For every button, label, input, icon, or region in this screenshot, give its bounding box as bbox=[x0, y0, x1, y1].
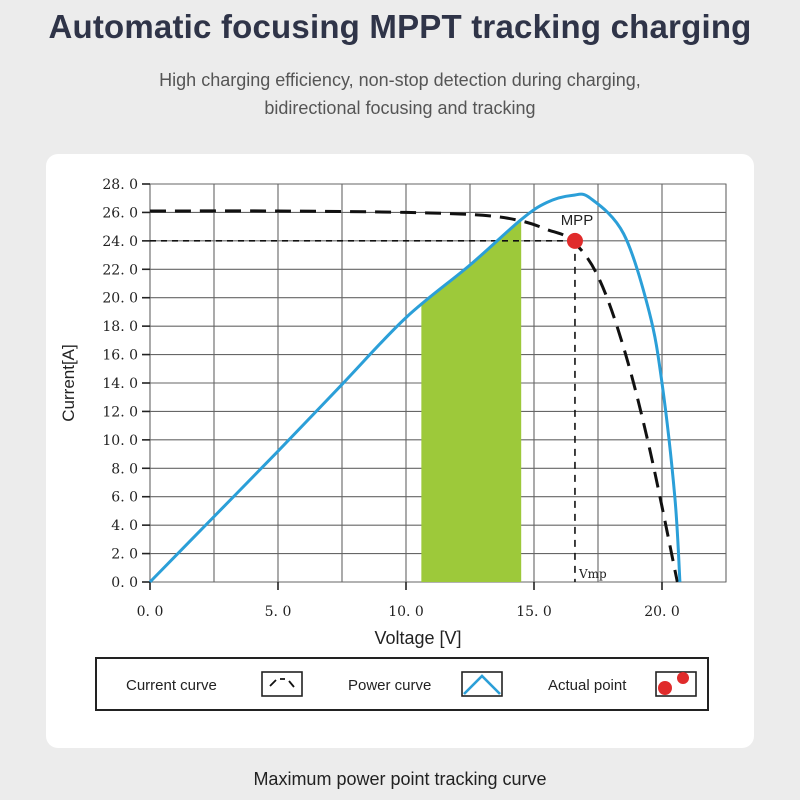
legend-box bbox=[95, 657, 709, 711]
y-tick-label: 4. 0 bbox=[111, 518, 138, 534]
red-dot-icon-dot-b bbox=[677, 672, 689, 684]
current-curve-line bbox=[149, 209, 679, 583]
y-tick-label: 14. 0 bbox=[102, 376, 138, 392]
chart-caption: Maximum power point tracking curve bbox=[253, 769, 547, 789]
y-tick-label: 12. 0 bbox=[102, 404, 138, 420]
y-tick-label: 22. 0 bbox=[102, 262, 138, 278]
y-tick-label: 20. 0 bbox=[102, 291, 138, 307]
y-tick-label: 16. 0 bbox=[102, 348, 138, 364]
x-tick-label: 20. 0 bbox=[644, 604, 680, 620]
y-tick-label: 2. 0 bbox=[111, 547, 138, 563]
y-tick-label: 18. 0 bbox=[102, 319, 138, 335]
blue-peak-icon-stroke bbox=[463, 674, 501, 695]
x-axis-title: Voltage [V] bbox=[374, 628, 461, 648]
x-tick-label: 10. 0 bbox=[388, 604, 424, 620]
y-axis-title: Current[A] bbox=[59, 344, 78, 421]
x-tick-label: 5. 0 bbox=[265, 604, 292, 620]
y-tick-label: 10. 0 bbox=[102, 433, 138, 449]
mppt-chart: 0. 0 2. 0 4. 0 6. 0 8. 0 10. 0 12. 0 14. 0 16. 0… bbox=[59, 177, 727, 711]
dashed-curve-icon-stroke bbox=[269, 678, 295, 688]
legend-label: Actual point bbox=[548, 677, 627, 694]
x-tick-label: 0. 0 bbox=[137, 604, 164, 620]
y-tick-label: 0. 0 bbox=[111, 575, 138, 591]
legend-label: Power curve bbox=[348, 677, 431, 694]
y-tick-label: 6. 0 bbox=[111, 490, 138, 506]
legend-label: Current curve bbox=[126, 677, 217, 694]
x-tick-label: 15. 0 bbox=[516, 604, 552, 620]
page-subtitle: High charging efficiency, non-stop detec… bbox=[159, 70, 641, 118]
y-tick-label: 8. 0 bbox=[111, 461, 138, 477]
red-dot-icon-dot-a bbox=[658, 681, 672, 695]
vmp-label: Vmp bbox=[578, 567, 607, 581]
y-tick-label: 28. 0 bbox=[102, 177, 138, 193]
y-tick-label: 24. 0 bbox=[102, 234, 138, 250]
page-title: Automatic focusing MPPT tracking chargin… bbox=[48, 8, 752, 45]
mpp-label: MPP bbox=[561, 212, 594, 229]
shaded-region bbox=[421, 219, 522, 582]
power-curve-line bbox=[148, 192, 682, 584]
dashed-curve-icon bbox=[261, 671, 303, 697]
mpp-point bbox=[566, 232, 583, 249]
y-tick-label: 26. 0 bbox=[102, 205, 138, 221]
chart-card: 0. 0 2. 0 4. 0 6. 0 8. 0 10. 0 12. 0 14. 0 16. 0… bbox=[46, 154, 754, 748]
